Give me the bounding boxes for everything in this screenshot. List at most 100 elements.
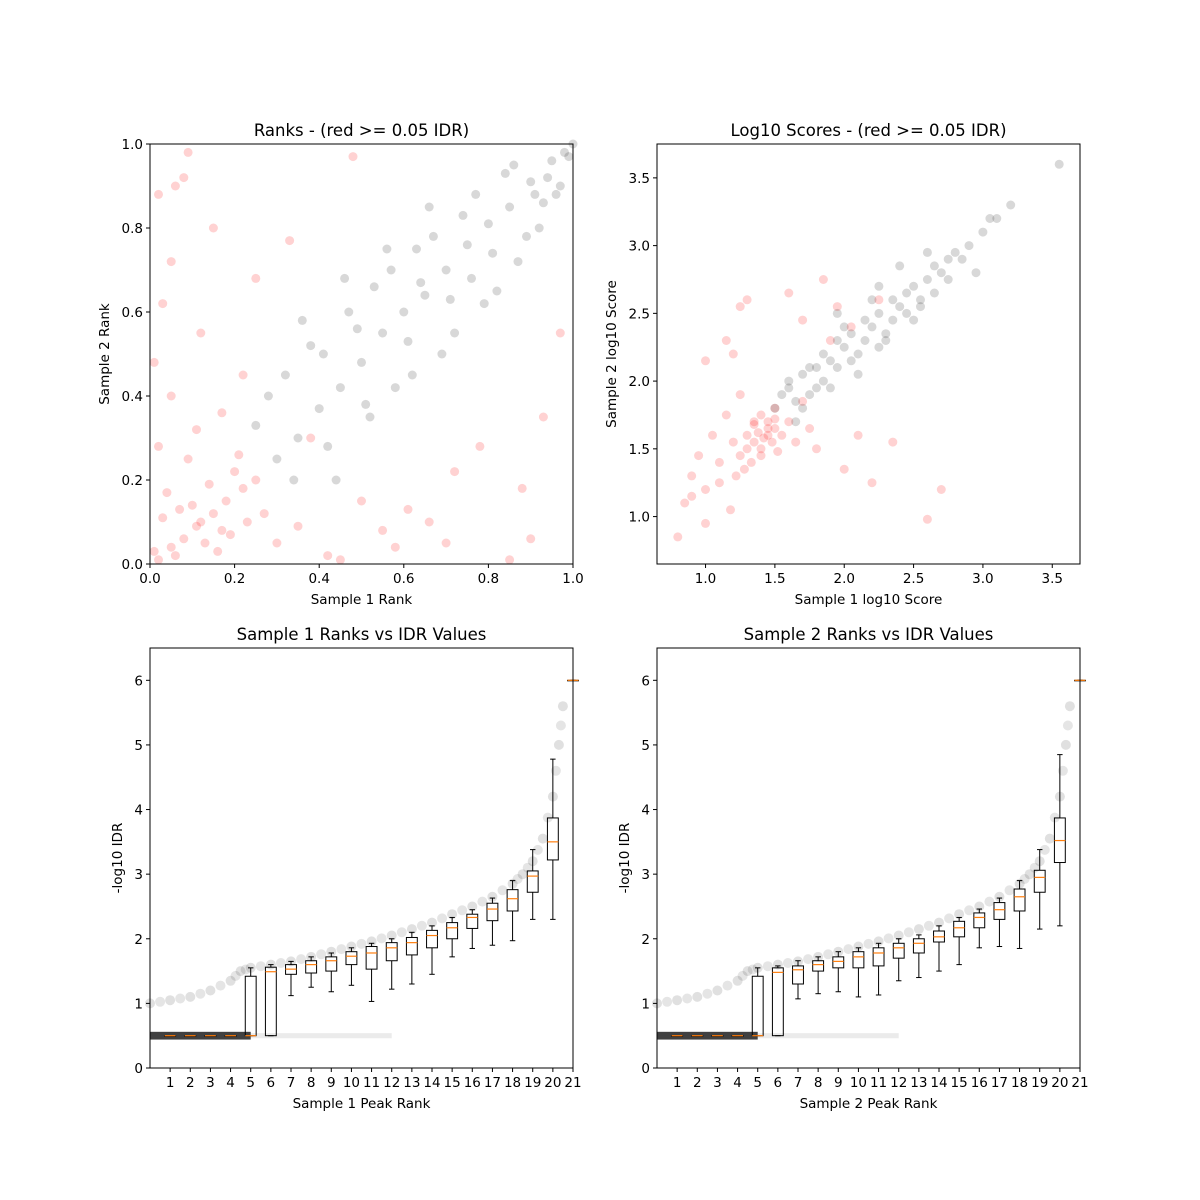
scores-point: [943, 275, 953, 284]
sample1-density-point: [366, 936, 377, 947]
ranks-point: [505, 555, 515, 565]
ranks-point: [509, 160, 519, 170]
ranks-ytick-label: 0.8: [122, 221, 143, 237]
ranks-point: [335, 383, 345, 393]
sample1-title: Sample 1 Ranks vs IDR Values: [237, 625, 487, 644]
sample2-density-point: [944, 913, 955, 924]
sample2-density-point: [863, 938, 874, 949]
ranks-point: [154, 441, 163, 451]
ranks-point: [306, 341, 316, 351]
scores-point: [860, 315, 870, 325]
ranks-point: [412, 244, 421, 254]
scores-point: [735, 390, 745, 400]
sample1-box-body: [506, 889, 519, 912]
ranks-point: [306, 433, 316, 443]
scores-point: [708, 430, 717, 440]
sample2-density-point: [712, 985, 723, 996]
sample1-box: [204, 1035, 217, 1037]
sample2-density-point: [803, 954, 814, 965]
ranks-point: [551, 189, 561, 199]
scores-point: [846, 356, 856, 366]
scores-point: [943, 254, 953, 264]
sample2-density-point: [747, 964, 758, 975]
ranks-point: [314, 404, 324, 414]
scores-point: [784, 288, 794, 298]
ranks-point: [213, 546, 223, 556]
sample2-box-body: [1033, 869, 1046, 893]
sample2-xlabel: Sample 2 Peak Rank: [800, 1096, 938, 1112]
ranks-ytick-label: 0.4: [122, 389, 143, 405]
ranks-point: [179, 534, 189, 544]
sample2-density-point: [954, 909, 965, 920]
sample1-axes-frame: [149, 647, 574, 1069]
scores-point: [853, 430, 863, 440]
ranks-point: [217, 408, 227, 418]
sample2-box: [671, 1035, 684, 1037]
scores-point: [756, 451, 766, 461]
ranks-point: [154, 555, 163, 565]
sample1-box-body: [446, 922, 459, 940]
scores-point: [1054, 159, 1064, 169]
scores-title: Log10 Scores - (red >= 0.05 IDR): [730, 121, 1006, 140]
sample1-xtick-label: 1: [166, 1075, 175, 1091]
sample2-box-body: [973, 912, 986, 929]
scores-point: [791, 417, 801, 427]
sample2-density-point: [682, 993, 693, 1004]
ranks-point: [166, 257, 176, 267]
sample2-box: [832, 951, 845, 993]
scores-point: [818, 275, 828, 284]
ranks-point: [149, 357, 159, 367]
ranks-point: [450, 328, 460, 338]
sample1-idr-panel: 1 2 3 4 5 6 7 8 9 10 11 12 13 14 15 16 17 18 19 20 210123456…: [110, 625, 582, 1112]
sample2-density-point: [737, 970, 748, 981]
ranks-point: [251, 475, 261, 485]
sample2-box: [771, 965, 784, 1037]
scores-ytick-label: 2.5: [629, 306, 650, 322]
sample1-density-point: [522, 862, 533, 873]
sample2-xtick-label: 5: [753, 1075, 762, 1091]
ranks-point: [526, 177, 536, 187]
sample2-density-point: [1060, 739, 1071, 750]
sample2-box-body: [993, 902, 1006, 920]
sample2-box-body: [812, 960, 825, 972]
ranks-xtick-label: 0.0: [139, 571, 160, 587]
ranks-point: [272, 538, 282, 548]
sample2-box: [1053, 754, 1066, 927]
sample1-density-point: [296, 954, 307, 965]
scores-point: [694, 451, 704, 461]
ranks-point: [441, 538, 451, 548]
scores-point: [687, 471, 697, 481]
ranks-point: [230, 467, 240, 477]
scores-point: [936, 268, 946, 278]
ranks-point: [158, 513, 168, 523]
ranks-point: [361, 399, 371, 409]
sample1-box: [345, 947, 358, 986]
sample1-xtick-label: 15: [444, 1075, 461, 1091]
scores-point: [929, 288, 939, 298]
sample1-ytick-label: 4: [134, 803, 143, 819]
scores-point: [739, 464, 749, 474]
sample2-density-point: [702, 988, 713, 999]
scores-point: [922, 247, 932, 257]
scores-point: [832, 363, 842, 372]
sample1-xtick-label: 18: [504, 1075, 521, 1091]
scores-point: [749, 417, 759, 427]
sample2-xtick-label: 21: [1071, 1075, 1088, 1091]
sample1-xtick-label: 17: [484, 1075, 501, 1091]
scores-point: [812, 444, 821, 454]
ranks-point: [475, 441, 485, 451]
scores-point: [832, 302, 842, 312]
sample2-box: [933, 925, 945, 972]
scores-point: [874, 342, 884, 352]
scores-xtick-label: 3.5: [1042, 571, 1063, 587]
ranks-point: [344, 307, 354, 317]
ranks-point: [403, 336, 413, 346]
ranks-ytick-label: 0.0: [122, 557, 143, 573]
sample1-density-point: [215, 980, 226, 991]
sample1-density-point: [512, 874, 523, 884]
ranks-xtick-label: 0.6: [393, 571, 414, 587]
sample1-box: [244, 967, 257, 1037]
ranks-point: [166, 542, 176, 552]
